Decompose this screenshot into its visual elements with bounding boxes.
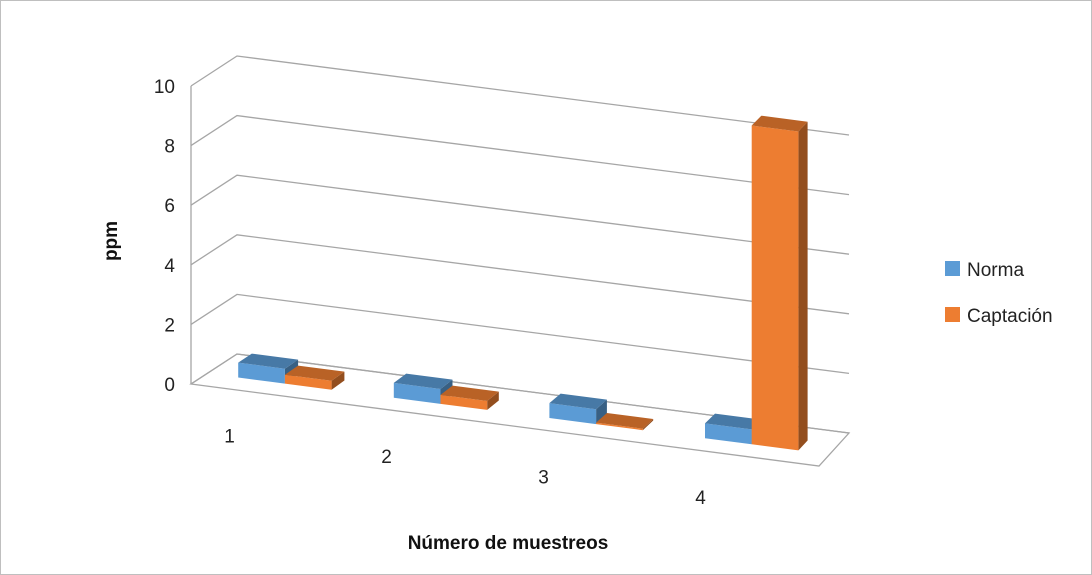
bar-front-face xyxy=(705,423,752,445)
x-tick-label: 1 xyxy=(224,426,235,447)
bar-side-face xyxy=(487,391,499,410)
bar-top-face xyxy=(393,373,453,389)
y-tick-label: 4 xyxy=(164,256,175,277)
bar-front-face xyxy=(284,374,332,390)
bar-side-face xyxy=(798,121,808,451)
gridline-0 xyxy=(190,353,850,434)
legend: Norma Captación xyxy=(945,260,1053,327)
bar-captación-3 xyxy=(596,413,654,431)
chart-walls xyxy=(189,86,851,467)
x-axis-title: Número de muestreos xyxy=(408,533,609,554)
bar-top-face xyxy=(596,413,654,429)
bar-front-face xyxy=(549,403,597,425)
bar-side-face xyxy=(596,399,607,425)
y-tick-labels: 0 2 4 6 8 10 xyxy=(154,77,176,396)
bars xyxy=(238,115,808,451)
bar-front-face xyxy=(596,422,643,431)
y-tick-label: 8 xyxy=(164,137,175,158)
bar-top-face xyxy=(705,413,762,430)
legend-swatch-captación xyxy=(945,307,960,322)
bar-top-face xyxy=(751,115,808,132)
gridline-4 xyxy=(190,234,850,315)
bar-front-face xyxy=(440,394,488,410)
bar-front-face xyxy=(393,382,441,404)
gridlines xyxy=(190,55,850,434)
gridline-2 xyxy=(190,293,850,375)
legend-label-captación: Captación xyxy=(967,306,1053,327)
bar-front-face xyxy=(238,362,285,384)
y-tick-label: 6 xyxy=(164,196,175,217)
legend-label-norma: Norma xyxy=(967,260,1024,281)
legend-swatch-norma xyxy=(945,261,960,276)
x-tick-label: 4 xyxy=(695,488,706,509)
bar-top-face xyxy=(549,393,607,410)
bar-front-face xyxy=(751,125,799,451)
bar-norma-3 xyxy=(549,393,607,425)
x-tick-label: 3 xyxy=(538,467,549,488)
bar-top-face xyxy=(284,365,345,381)
bar-captación-1 xyxy=(284,365,345,390)
gridline-6 xyxy=(190,174,850,255)
bar-captación-2 xyxy=(440,385,499,410)
bar-side-face xyxy=(642,419,654,431)
y-axis-title: ppm xyxy=(101,221,122,261)
x-tick-labels: 1 2 3 4 xyxy=(224,426,706,509)
y-tick-label: 10 xyxy=(154,77,175,98)
bar-top-face xyxy=(238,353,299,369)
x-tick-label: 2 xyxy=(381,447,392,468)
gridline-8 xyxy=(190,114,850,196)
bar-side-face xyxy=(331,371,345,390)
bar-captación-4 xyxy=(751,115,808,451)
gridline-10 xyxy=(190,55,850,136)
y-tick-label: 2 xyxy=(164,315,175,336)
bar-top-face xyxy=(440,385,499,401)
y-tick-label: 0 xyxy=(164,375,175,396)
